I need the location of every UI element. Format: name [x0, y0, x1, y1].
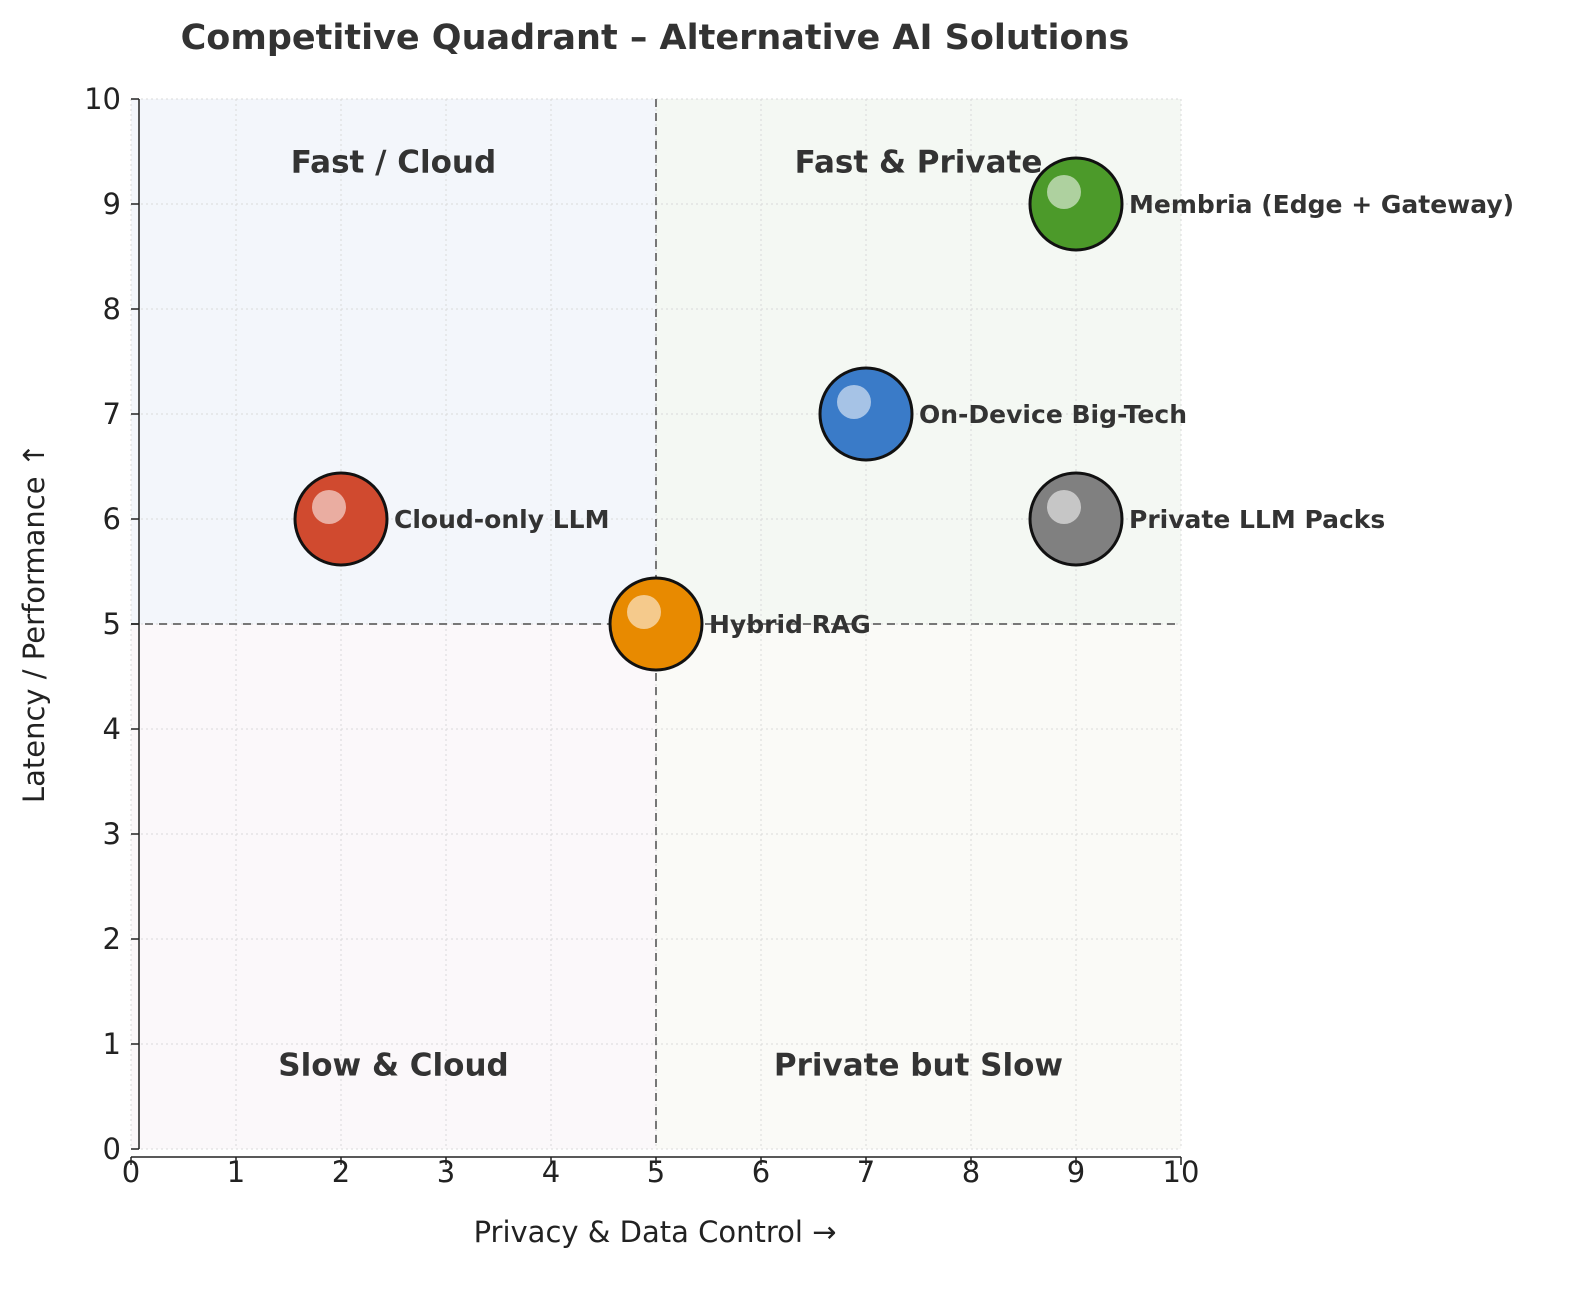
- quadrant-labels: Fast / Cloud Fast & Private Slow & Cloud Pr…: [278, 145, 1063, 1084]
- x-tick-label: 3: [437, 1155, 455, 1189]
- x-tick-label: 10: [1163, 1155, 1200, 1189]
- y-tick-label: 10: [84, 82, 121, 116]
- data-point-label: Membria (Edge + Gateway): [1129, 190, 1514, 219]
- x-tick-label: 2: [332, 1155, 350, 1189]
- data-point-label: On-Device Big-Tech: [919, 400, 1187, 429]
- y-tick-label: 0: [103, 1132, 121, 1166]
- x-tick-label: 7: [857, 1155, 875, 1189]
- y-axis-ticks: 0 1 2 3 4 5 6 7 8 9 10: [84, 82, 139, 1166]
- x-tick-label: 5: [647, 1155, 665, 1189]
- y-tick-label: 3: [103, 817, 121, 851]
- x-axis-label: Privacy & Data Control →: [474, 1215, 837, 1249]
- y-tick-label: 1: [103, 1027, 121, 1061]
- quadrant-bg-bottom-left: [131, 624, 656, 1149]
- chart-title: Competitive Quadrant – Alternative AI So…: [181, 18, 1130, 58]
- quadrant-label-top-right: Fast & Private: [795, 145, 1043, 181]
- y-tick-label: 9: [103, 187, 121, 221]
- y-tick-label: 5: [103, 607, 121, 641]
- x-tick-label: 1: [227, 1155, 245, 1189]
- x-tick-label: 6: [752, 1155, 770, 1189]
- y-tick-label: 4: [103, 712, 121, 746]
- data-point-label: Hybrid RAG: [709, 610, 871, 639]
- y-tick-label: 6: [103, 502, 121, 536]
- x-tick-label: 4: [542, 1155, 560, 1189]
- data-points: Membria (Edge + Gateway) On-Device Big-Te…: [293, 156, 1514, 672]
- quadrant-bg-bottom-right: [656, 624, 1181, 1149]
- data-point-label: Private LLM Packs: [1129, 505, 1385, 534]
- x-axis-ticks: 0 1 2 3 4 5 6 7 8 9 10: [122, 1155, 1200, 1189]
- quadrant-label-bottom-right: Private but Slow: [774, 1048, 1063, 1084]
- quadrant-label-top-left: Fast / Cloud: [291, 145, 496, 181]
- y-axis-label: Latency / Performance ↑: [17, 443, 51, 803]
- data-point-label: Cloud-only LLM: [394, 505, 609, 534]
- data-point-highlight: [1047, 175, 1081, 209]
- data-point-highlight: [627, 595, 661, 629]
- y-tick-label: 7: [103, 397, 121, 431]
- x-tick-label: 0: [122, 1155, 140, 1189]
- y-tick-label: 8: [103, 292, 121, 326]
- quadrant-label-bottom-left: Slow & Cloud: [278, 1048, 508, 1084]
- data-point-highlight: [312, 490, 346, 524]
- x-tick-label: 9: [1067, 1155, 1085, 1189]
- data-point-highlight: [837, 385, 871, 419]
- data-point-highlight: [1047, 490, 1081, 524]
- y-tick-label: 2: [103, 922, 121, 956]
- x-tick-label: 8: [962, 1155, 980, 1189]
- quadrant-bg-top-left: [131, 99, 656, 624]
